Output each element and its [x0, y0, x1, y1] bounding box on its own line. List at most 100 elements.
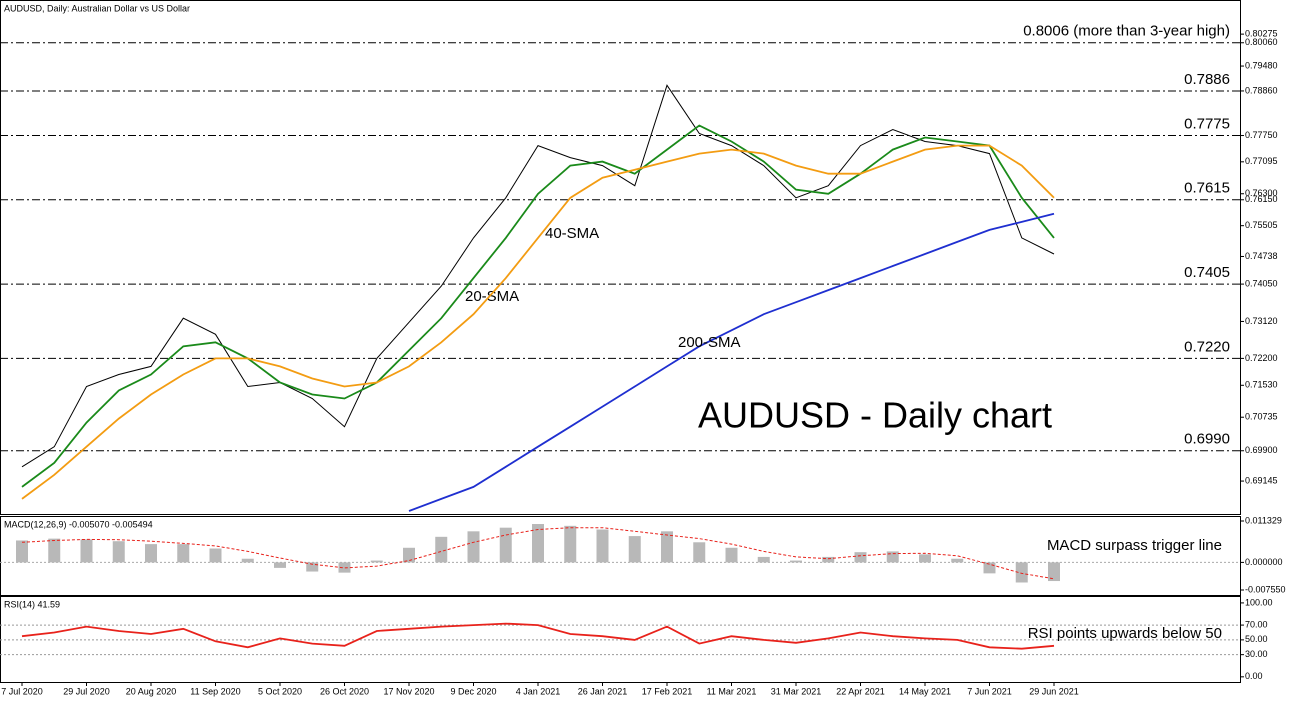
macd-bar: [693, 542, 706, 563]
annotation: MACD surpass trigger line: [1047, 537, 1222, 554]
macd-bar: [16, 540, 28, 563]
macd-bar: [1015, 562, 1028, 583]
x-tick-label: 29 Jul 2020: [63, 686, 110, 696]
x-tick-label: 4 Jan 2021: [516, 686, 561, 696]
annotation: RSI points upwards below 50: [1028, 625, 1222, 642]
level-label: 0.6990: [1184, 431, 1230, 448]
macd-bar: [628, 536, 641, 563]
y-tick-label: 0.76300: [1245, 188, 1278, 198]
macd-bar: [951, 558, 964, 563]
panel-title: AUDUSD, Daily: Australian Dollar vs US D…: [4, 3, 190, 13]
macd-bar: [532, 524, 544, 563]
x-tick-label: 20 Aug 2020: [126, 686, 177, 696]
y-tick-label: 0.69900: [1245, 445, 1278, 455]
level-label: 0.8006 (more than 3-year high): [1023, 23, 1230, 40]
series-label: 40-SMA: [545, 225, 599, 242]
macd-bar: [919, 554, 931, 563]
panel-title: MACD(12,26,9) -0.005070 -0.005494: [4, 519, 153, 529]
y-tick-label: 50.00: [1245, 634, 1268, 644]
macd-bar: [177, 544, 190, 563]
series-label: 20-SMA: [465, 288, 519, 305]
x-tick-label: 17 Nov 2020: [383, 686, 434, 696]
y-tick-label: 0.74738: [1245, 251, 1278, 261]
macd-bar: [886, 551, 899, 563]
macd-bar: [822, 556, 835, 563]
y-tick-label: 0.77750: [1245, 130, 1278, 140]
level-label: 0.7886: [1184, 71, 1230, 88]
x-tick-label: 9 Dec 2020: [450, 686, 496, 696]
macd-bar: [983, 562, 996, 574]
macd-bar: [338, 562, 351, 573]
macd-bar: [499, 527, 512, 563]
level-label: 0.7220: [1184, 338, 1230, 355]
y-tick-label: 0.00: [1245, 671, 1263, 681]
y-tick-label: 0.77095: [1245, 156, 1278, 166]
annotation: AUDUSD - Daily chart: [698, 395, 1052, 436]
macd-bar: [854, 552, 867, 563]
y-tick-label: 0.011329: [1245, 515, 1282, 525]
y-tick-label: 0.78860: [1245, 85, 1278, 95]
y-tick-label: 30.00: [1245, 649, 1268, 659]
macd-bar: [403, 547, 415, 563]
panel-title: RSI(14) 41.59: [4, 599, 60, 609]
x-tick-label: 31 Mar 2021: [771, 686, 822, 696]
macd-bar: [661, 531, 673, 563]
y-tick-label: 0.75505: [1245, 220, 1278, 230]
y-tick-label: 0.72200: [1245, 353, 1278, 363]
macd-bar: [80, 539, 93, 563]
macd-bar: [1048, 562, 1060, 582]
x-tick-label: 26 Jan 2021: [578, 686, 628, 696]
y-tick-label: 0.73120: [1245, 316, 1278, 326]
macd-bar: [112, 541, 125, 563]
signal-line: [21, 527, 1055, 580]
x-tick-label: 17 Feb 2021: [642, 686, 693, 696]
y-tick-label: 0.69145: [1245, 475, 1278, 485]
macd-bar: [467, 531, 480, 563]
macd-bar: [725, 547, 738, 563]
macd-bar: [209, 548, 222, 563]
series-line: [21, 84, 1055, 468]
y-tick-label: 70.00: [1245, 619, 1268, 629]
macd-bar: [564, 525, 577, 563]
y-tick-label: 0.80060: [1245, 37, 1278, 47]
x-tick-label: 29 Jun 2021: [1029, 686, 1079, 696]
macd-bar: [48, 538, 61, 563]
y-tick-label: 0.70735: [1245, 412, 1278, 422]
y-tick-label: 0.80275: [1245, 29, 1278, 39]
y-tick-label: 100.00: [1245, 597, 1273, 607]
macd-bar: [757, 556, 770, 563]
y-tick-label: 0.71530: [1245, 380, 1278, 390]
y-tick-label: 0.79480: [1245, 60, 1278, 70]
x-tick-label: 5 Oct 2020: [258, 686, 302, 696]
y-tick-label: 0.74050: [1245, 278, 1278, 288]
macd-bar: [274, 562, 286, 568]
price-panel: [0, 0, 1241, 515]
level-label: 0.7615: [1184, 180, 1230, 197]
level-label: 0.7405: [1184, 264, 1230, 281]
macd-bar: [241, 558, 254, 563]
macd-bar: [145, 544, 157, 563]
x-tick-label: 26 Oct 2020: [320, 686, 369, 696]
macd-panel: [0, 516, 1241, 596]
macd-bar: [435, 536, 448, 563]
series-line: [21, 124, 1055, 488]
series-line: [21, 622, 1055, 650]
level-label: 0.7775: [1184, 115, 1230, 132]
macd-bar: [306, 562, 319, 572]
x-tick-label: 11 Sep 2020: [190, 686, 240, 696]
y-tick-label: -0.007550: [1245, 584, 1286, 594]
x-tick-label: 22 Apr 2021: [836, 686, 885, 696]
x-tick-label: 11 Mar 2021: [707, 686, 757, 696]
x-tick-label: 7 Jul 2020: [1, 686, 43, 696]
series-line: [408, 212, 1055, 512]
series-label: 200-SMA: [678, 334, 741, 351]
series-line: [21, 144, 1055, 500]
x-tick-label: 14 May 2021: [899, 686, 951, 696]
macd-bar: [370, 560, 383, 563]
y-tick-label: 0.000000: [1245, 557, 1283, 567]
x-tick-label: 7 Jun 2021: [967, 686, 1012, 696]
macd-bar: [596, 529, 609, 563]
y-tick-label: 0.76150: [1245, 194, 1278, 204]
